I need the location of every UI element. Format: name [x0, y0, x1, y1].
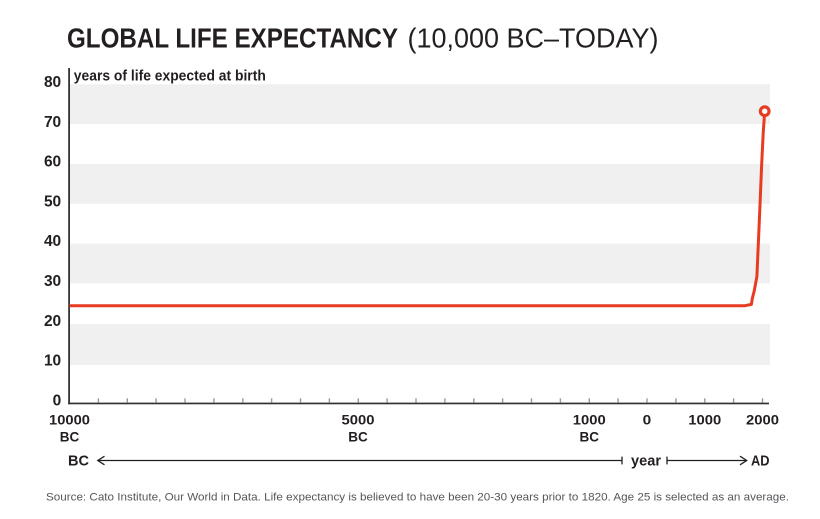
svg-text:GLOBAL LIFE EXPECTANCY: GLOBAL LIFE EXPECTANCY	[67, 23, 398, 54]
svg-text:60: 60	[44, 154, 61, 171]
svg-text:years of life expected at birt: years of life expected at birth	[74, 68, 266, 85]
svg-text:40: 40	[44, 233, 61, 250]
svg-text:AD: AD	[751, 453, 770, 470]
svg-text:20: 20	[44, 313, 61, 330]
svg-text:1000: 1000	[573, 412, 606, 428]
svg-text:10: 10	[44, 353, 61, 370]
svg-text:5000: 5000	[342, 412, 375, 428]
svg-text:80: 80	[44, 74, 61, 91]
svg-text:30: 30	[44, 273, 61, 290]
svg-text:BC: BC	[68, 453, 89, 470]
svg-text:10000: 10000	[49, 412, 90, 428]
svg-text:BC: BC	[348, 429, 368, 445]
svg-text:2000: 2000	[746, 412, 779, 428]
svg-text:50: 50	[44, 193, 61, 210]
svg-text:70: 70	[44, 114, 61, 131]
svg-text:0: 0	[643, 412, 652, 428]
svg-text:BC: BC	[60, 429, 80, 445]
svg-text:(10,000 BC–TODAY): (10,000 BC–TODAY)	[408, 23, 659, 54]
svg-text:BC: BC	[580, 429, 600, 445]
svg-text:0: 0	[53, 392, 62, 409]
svg-text:year: year	[631, 453, 661, 470]
svg-text:1000: 1000	[688, 412, 721, 428]
svg-text:Source: Cato Institute, Our Wo: Source: Cato Institute, Our World in Dat…	[46, 492, 789, 504]
